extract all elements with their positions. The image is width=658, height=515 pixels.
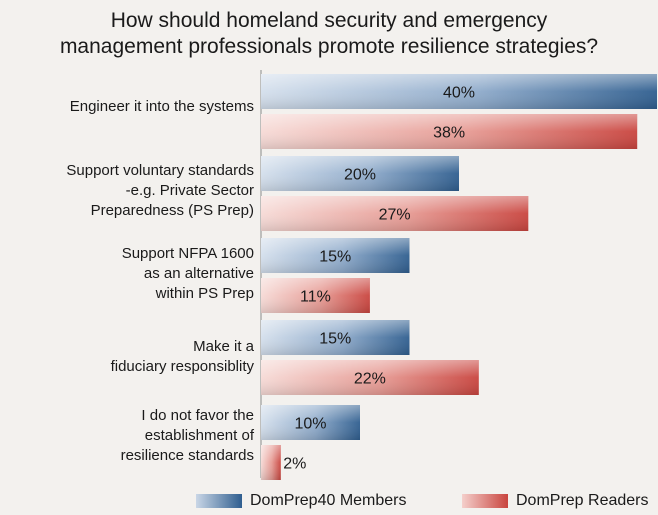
chart-title-line-2: management professionals promote resilie… — [59, 35, 599, 58]
category-label-2-line-2: -e.g. Private Sector — [125, 182, 254, 199]
data-label-members-5: 10% — [294, 416, 326, 433]
category-label-3-line-2: as an alternative — [143, 265, 254, 282]
legend-label-readers: DomPrep Readers — [516, 492, 649, 509]
category-label-5-line-1: I do not favor the — [141, 407, 254, 424]
data-label-readers-2: 27% — [379, 207, 411, 224]
bar-gloss-readers-4 — [261, 360, 479, 395]
category-label-1: Engineer it into the systems — [4, 97, 254, 117]
category-label-2-line-1: Support voluntary standards — [66, 162, 254, 179]
category-label-2-line-3: Preparedness (PS Prep) — [90, 202, 254, 219]
legend-item-readers: DomPrep Readers — [462, 491, 649, 511]
data-label-members-1: 40% — [443, 85, 475, 102]
bar-gloss-members-2 — [261, 156, 459, 191]
bar-gloss-readers-5 — [261, 445, 281, 480]
category-label-3-line-1: Support NFPA 1600 — [121, 245, 254, 262]
category-label-5: I do not favor the establishment of resili… — [4, 406, 254, 466]
data-label-members-4: 15% — [319, 331, 351, 348]
chart-title-line-1: How should homeland security and emergen… — [110, 9, 548, 32]
category-label-3: Support NFPA 1600 as an alternative within… — [4, 244, 254, 304]
bar-gloss-members-5 — [261, 405, 360, 440]
legend-label-members: DomPrep40 Members — [250, 492, 407, 509]
data-label-members-3: 15% — [319, 249, 351, 266]
data-label-readers-5: 2% — [283, 456, 306, 473]
data-label-readers-1: 38% — [433, 125, 465, 142]
legend-swatch-readers — [462, 494, 508, 508]
category-label-2: Support voluntary standards -e.g. Private… — [4, 161, 254, 221]
bar-gloss-readers-3 — [261, 278, 370, 313]
category-label-4-line-1: Make it a — [193, 338, 254, 355]
bar-gloss-readers-2 — [261, 196, 529, 231]
category-label-1-line-1: Engineer it into the systems — [69, 98, 254, 115]
chart-title: How should homeland security and emergen… — [0, 8, 658, 60]
category-label-5-line-3: resilience standards — [120, 447, 254, 464]
category-label-4: Make it a fiduciary responsiblity — [4, 337, 254, 377]
bar-gloss-members-1 — [261, 74, 657, 109]
bar-gloss-members-4 — [261, 320, 410, 355]
legend-item-members: DomPrep40 Members — [196, 491, 407, 511]
bar-gloss-readers-1 — [261, 114, 638, 149]
data-label-readers-3: 11% — [300, 289, 331, 306]
bar-gloss-members-3 — [261, 238, 410, 273]
data-label-readers-4: 22% — [354, 371, 386, 388]
category-label-3-line-3: within PS Prep — [155, 285, 254, 302]
category-label-4-line-2: fiduciary responsiblity — [110, 358, 254, 375]
data-label-members-2: 20% — [344, 167, 376, 184]
legend-swatch-members — [196, 494, 242, 508]
category-label-5-line-2: establishment of — [144, 427, 254, 444]
